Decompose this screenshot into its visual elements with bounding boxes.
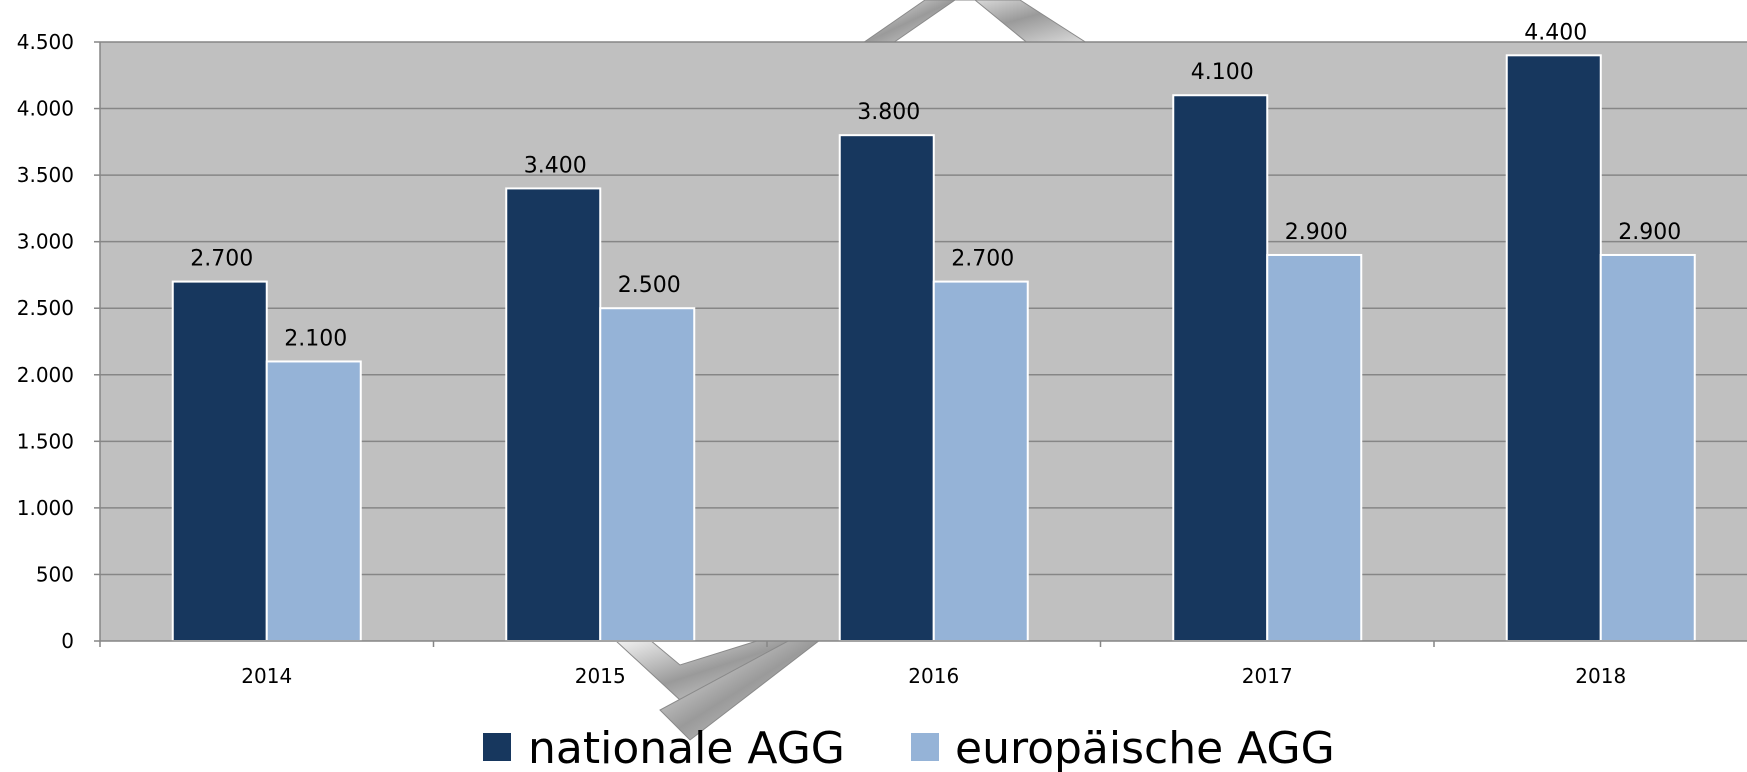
- legend-label: nationale AGG: [528, 723, 845, 772]
- x-tick-label: 2016: [908, 664, 959, 688]
- data-label: 2.900: [1285, 220, 1348, 245]
- data-label: 4.400: [1524, 20, 1587, 45]
- legend-label: europäische AGG: [955, 723, 1335, 772]
- bars: [171, 54, 1696, 643]
- data-label: 3.400: [524, 153, 587, 178]
- data-label: 2.900: [1618, 220, 1681, 245]
- legend-swatch: [483, 733, 511, 761]
- y-axis-tick-labels: 0 500 1.000 1.500 2.000 2.500 3.000 3.500 4.000 4…: [17, 30, 74, 653]
- x-tick-label: 2017: [1242, 664, 1293, 688]
- bar-nationale-2014: [171, 280, 268, 642]
- bar-nationale-2016: [838, 134, 935, 643]
- bar-nationale-2017: [1172, 94, 1269, 642]
- bar-europaeische-2017: [1266, 253, 1363, 642]
- y-tick-label: 500: [36, 562, 74, 586]
- bar-nationale-2015: [505, 187, 602, 643]
- decorative-arrow-shape: [613, 0, 1092, 741]
- data-labels: 2.700 2.100 3.400 2.500 3.800 2.700 4.100 2.900…: [190, 20, 1681, 351]
- data-label: 4.100: [1191, 60, 1254, 85]
- x-tick-label: 2018: [1575, 664, 1626, 688]
- legend-swatch: [911, 733, 939, 761]
- data-label: 3.800: [857, 100, 920, 125]
- bar-europaeische-2016: [932, 280, 1029, 642]
- bar-europaeische-2014: [265, 360, 362, 642]
- y-tick-label: 1.000: [17, 496, 74, 520]
- x-axis-tick-labels: 2014 2015 2016 2017 2018: [241, 664, 1626, 688]
- y-tick-label: 4.500: [17, 30, 74, 54]
- y-tick-label: 2.000: [17, 363, 74, 387]
- data-label: 2.700: [190, 247, 253, 272]
- x-tick-label: 2014: [241, 664, 292, 688]
- y-tick-label: 0: [61, 629, 74, 653]
- bar-europaeische-2015: [599, 307, 696, 642]
- data-label: 2.100: [284, 326, 347, 351]
- y-tick-label: 2.500: [17, 296, 74, 320]
- axes: [99, 42, 1747, 647]
- y-tick-label: 3.000: [17, 230, 74, 254]
- y-tick-label: 3.500: [17, 163, 74, 187]
- y-tick-label: 4.000: [17, 97, 74, 121]
- bar-europaeische-2018: [1599, 253, 1696, 642]
- data-label: 2.500: [618, 273, 681, 298]
- bar-nationale-2018: [1505, 54, 1602, 643]
- x-tick-label: 2015: [575, 664, 626, 688]
- y-tick-label: 1.500: [17, 429, 74, 453]
- legend: nationale AGG europäische AGG: [483, 723, 1335, 772]
- data-label: 2.700: [951, 247, 1014, 272]
